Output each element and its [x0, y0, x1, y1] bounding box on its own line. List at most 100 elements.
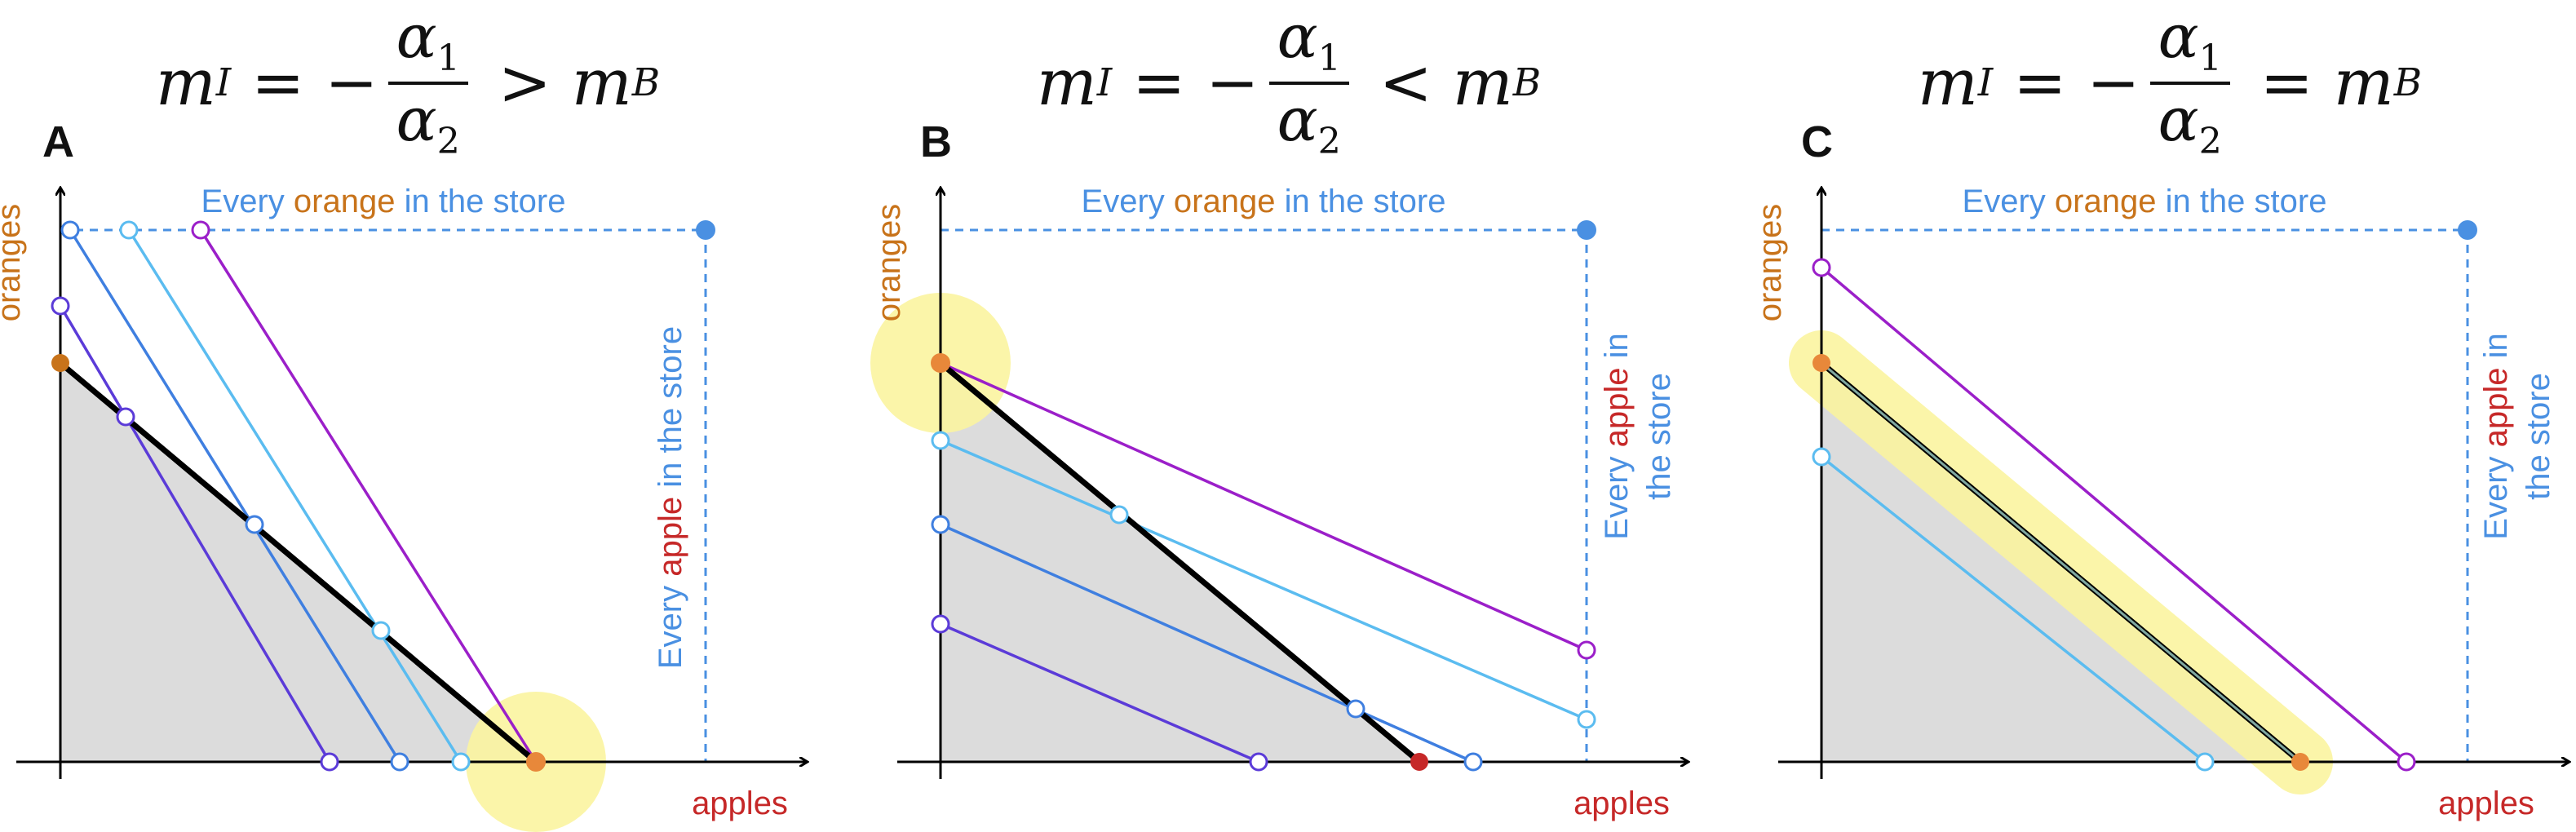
- frac-num-sub: 1: [2198, 37, 2222, 79]
- open-point: [1249, 752, 1268, 772]
- y-axis-label: oranges: [0, 204, 27, 322]
- formula-lhs-sub: I: [1096, 61, 1113, 105]
- formula-rhs: m: [2333, 46, 2394, 120]
- frac-den: α: [1277, 85, 1318, 155]
- panel-letter: B: [920, 117, 952, 166]
- open-point: [390, 752, 409, 772]
- panel-letter: C: [1801, 117, 1833, 166]
- intersection-point: [371, 621, 391, 640]
- open-point: [1812, 258, 1831, 277]
- formula-rhs-sub: B: [2393, 61, 2423, 105]
- formula-rhs: m: [1452, 46, 1513, 120]
- formula-fraction: α1 α2: [387, 7, 468, 162]
- top-note: Every orange in the store: [1082, 184, 1446, 219]
- x-axis-label: apples: [2438, 786, 2534, 821]
- store-corner-point: [1577, 220, 1596, 240]
- formula-lhs: m: [155, 46, 216, 120]
- side-note: Every apple in the store: [653, 326, 688, 669]
- open-point: [2195, 752, 2215, 772]
- open-point: [1577, 710, 1596, 729]
- frac-bar: [2149, 82, 2230, 85]
- intersection-point: [245, 515, 264, 534]
- formula-fraction: α1 α2: [2149, 7, 2230, 162]
- frac-num: α: [2158, 1, 2199, 72]
- open-point: [931, 614, 950, 634]
- budget-intercept-oranges: [1812, 354, 1830, 372]
- formula-relation: >: [477, 46, 572, 120]
- open-point: [1463, 752, 1483, 772]
- budget-intercept-apples: [1410, 753, 1428, 771]
- frac-num: α: [1277, 1, 1318, 72]
- indifference-line: [127, 229, 463, 763]
- formula-lhs: m: [1036, 46, 1097, 120]
- indifference-line: [940, 361, 1587, 652]
- y-axis-label: oranges: [1752, 204, 1788, 322]
- formula-eq: = −: [231, 46, 378, 120]
- side-note: Every apple in the store: [2478, 333, 2556, 539]
- open-point: [451, 752, 471, 772]
- frac-num: α: [396, 1, 437, 72]
- indifference-line: [940, 439, 1587, 721]
- intersection-point: [1109, 505, 1129, 524]
- open-point: [51, 296, 70, 316]
- open-point: [320, 752, 339, 772]
- side-note-line-2: the store: [2521, 373, 2556, 500]
- indifference-line: [940, 622, 1259, 763]
- formula-rhs-sub: B: [631, 61, 661, 105]
- panel-a: A oranges apples Every orange in the sto…: [0, 117, 808, 832]
- optimum-point: [526, 752, 546, 772]
- open-point: [60, 220, 80, 240]
- panel-c: C oranges apples Every orange in the sto…: [1752, 117, 2569, 821]
- open-point: [1577, 640, 1596, 660]
- frac-bar: [387, 82, 468, 85]
- frac-den-sub: 2: [2198, 120, 2222, 162]
- formula-lhs-sub: I: [1977, 61, 1994, 105]
- frac-den-sub: 2: [436, 120, 460, 162]
- budget-intercept-oranges: [51, 354, 69, 372]
- frac-den-sub: 2: [1317, 120, 1341, 162]
- open-point: [119, 220, 139, 240]
- indifference-line-coincident: [1821, 361, 2301, 763]
- frac-den: α: [2158, 85, 2199, 155]
- formula-rhs-sub: B: [1512, 61, 1542, 105]
- open-point: [2397, 752, 2416, 772]
- x-axis-label: apples: [692, 786, 788, 821]
- formula-lhs: m: [1917, 46, 1978, 120]
- frac-bar: [1268, 82, 1349, 85]
- indifference-line: [1820, 266, 2408, 763]
- side-note-line-2: the store: [1641, 373, 1677, 500]
- budget-line: [938, 361, 1422, 764]
- formula-relation: =: [2239, 46, 2334, 120]
- optimum-point: [931, 353, 950, 373]
- frac-den: α: [396, 85, 437, 155]
- panel-letter: A: [42, 117, 74, 166]
- budget-line: [58, 361, 538, 764]
- top-note: Every orange in the store: [1963, 184, 2327, 219]
- store-corner-point: [696, 220, 715, 240]
- panel-b: B oranges apples Every orange in the sto…: [870, 117, 1689, 821]
- open-point: [1812, 447, 1831, 467]
- frac-num-sub: 1: [1317, 37, 1341, 79]
- formula-eq: = −: [1112, 46, 1259, 120]
- side-note-line-1: Every apple in: [1599, 333, 1635, 539]
- open-point: [931, 515, 950, 534]
- indifference-line: [1820, 455, 2206, 763]
- formula-relation: <: [1358, 46, 1453, 120]
- y-axis-label: oranges: [871, 204, 907, 322]
- frac-num-sub: 1: [436, 37, 460, 79]
- indifference-line: [199, 229, 538, 763]
- formula-rhs: m: [571, 46, 632, 120]
- side-note: Every apple in the store: [1599, 333, 1677, 539]
- indifference-line: [69, 229, 401, 763]
- intersection-point: [1346, 699, 1365, 719]
- x-axis-label: apples: [1573, 786, 1670, 821]
- budget-intercept-apples: [2291, 753, 2309, 771]
- store-corner-point: [2458, 220, 2477, 240]
- formula-lhs-sub: I: [215, 61, 232, 105]
- side-note-line-1: Every apple in: [2478, 333, 2514, 539]
- open-point: [931, 431, 950, 450]
